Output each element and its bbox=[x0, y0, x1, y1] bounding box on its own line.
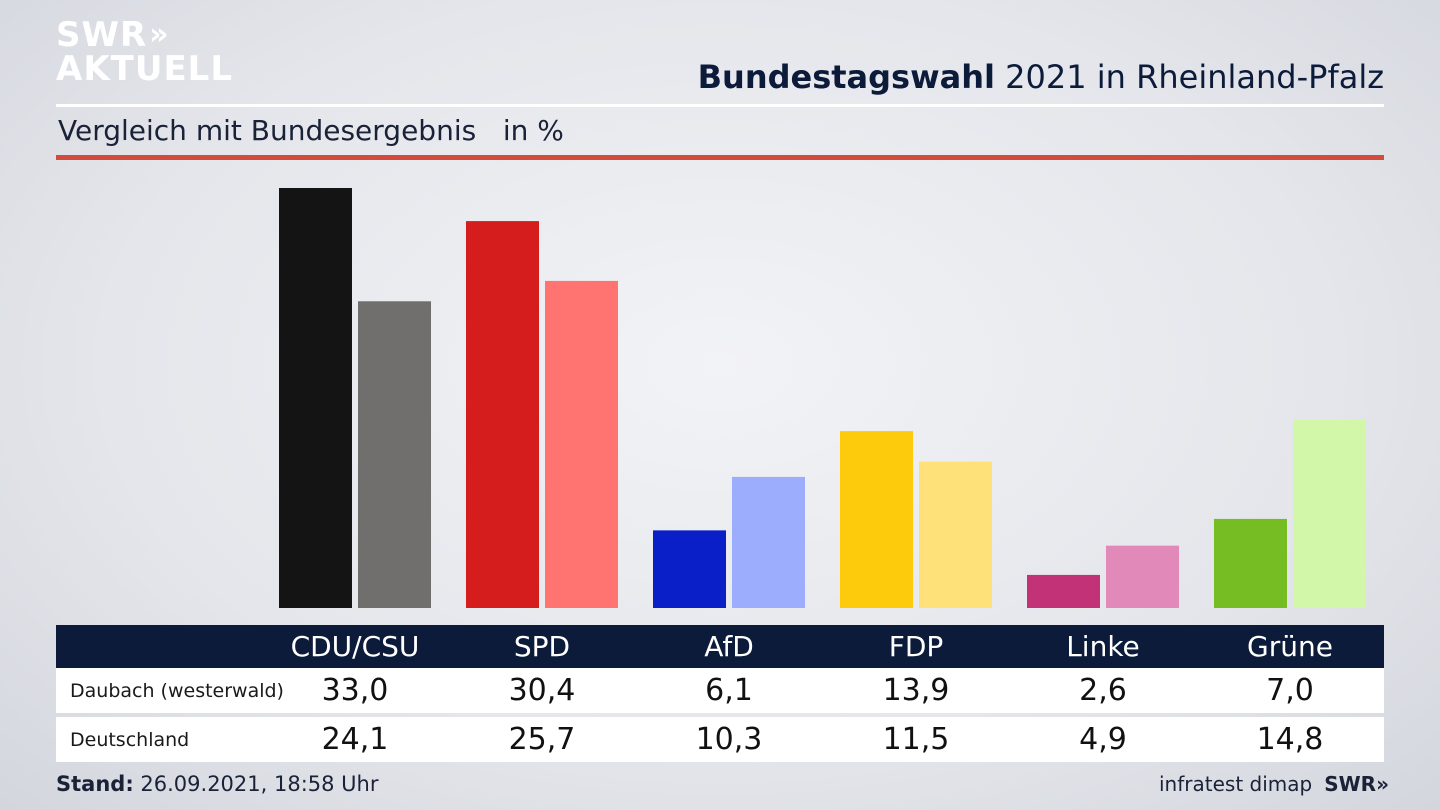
column-header-spd: SPD bbox=[513, 630, 571, 663]
logo-text-swr: SWR bbox=[56, 15, 148, 55]
column-header-linke: Linke bbox=[1066, 630, 1140, 663]
table-cell-cdu-csu: 24,1 bbox=[321, 722, 389, 757]
bar-chart bbox=[279, 188, 1366, 608]
bar-spd-daubach-westerwald bbox=[466, 221, 539, 608]
table-cell-linke: 2,6 bbox=[1079, 673, 1127, 708]
swr-small-chevron-icon: » bbox=[1376, 772, 1389, 796]
bar-linke-deutschland bbox=[1106, 545, 1179, 608]
swr-small-text: SWR bbox=[1324, 772, 1377, 796]
chart-subtitle: Vergleich mit Bundesergebnis in % bbox=[58, 114, 564, 147]
column-header-cdu-csu: CDU/CSU bbox=[290, 630, 420, 663]
stand-label: Stand: bbox=[56, 772, 134, 796]
title-divider bbox=[56, 104, 1384, 107]
source-credit: infratest dimap SWR» bbox=[1159, 772, 1389, 796]
table-cell-fdp: 13,9 bbox=[882, 673, 950, 708]
table-row: Deutschland 24,1 25,7 10,3 11,5 4,9 14,8 bbox=[56, 717, 1384, 762]
bar-cdu-csu-daubach-westerwald bbox=[279, 188, 352, 608]
bar-linke-daubach-westerwald bbox=[1027, 574, 1100, 608]
column-header-fdp: FDP bbox=[888, 630, 944, 663]
bar-afd-daubach-westerwald bbox=[653, 530, 726, 608]
table-cell-gr-ne: 7,0 bbox=[1266, 673, 1314, 708]
table-row: Daubach (westerwald) 33,0 30,4 6,1 13,9 2,6 7… bbox=[56, 668, 1384, 713]
results-table: CDU/CSU SPD AfD FDP Linke Grüne Daubach (west… bbox=[56, 625, 1384, 762]
row-label: Deutschland bbox=[70, 728, 190, 751]
table-cell-spd: 25,7 bbox=[508, 722, 576, 757]
bar-afd-deutschland bbox=[732, 476, 805, 608]
stand-value: 26.09.2021, 18:58 Uhr bbox=[133, 772, 379, 796]
page-title: Bundestagswahl 2021 in Rheinland-Pfalz bbox=[698, 58, 1384, 96]
column-header-afd: AfD bbox=[704, 630, 754, 663]
bar-fdp-daubach-westerwald bbox=[840, 431, 913, 608]
logo-text-aktuell: AKTUELL bbox=[56, 49, 234, 89]
table-header: CDU/CSU SPD AfD FDP Linke Grüne bbox=[56, 625, 1384, 668]
table-cell-gr-ne: 14,8 bbox=[1256, 722, 1324, 757]
title-rest: 2021 in Rheinland-Pfalz bbox=[995, 58, 1384, 96]
table-cell-afd: 6,1 bbox=[705, 673, 753, 708]
table-cell-cdu-csu: 33,0 bbox=[321, 673, 389, 708]
column-header-gr-ne: Grüne bbox=[1247, 630, 1333, 663]
accent-rule bbox=[56, 155, 1384, 160]
bar-cdu-csu-deutschland bbox=[358, 301, 431, 608]
bar-fdp-deutschland bbox=[919, 461, 992, 608]
table-cell-fdp: 11,5 bbox=[882, 722, 950, 757]
table-cell-afd: 10,3 bbox=[695, 722, 763, 757]
table-cell-linke: 4,9 bbox=[1079, 722, 1127, 757]
table-cell-spd: 30,4 bbox=[508, 673, 576, 708]
title-bold: Bundestagswahl bbox=[697, 58, 995, 96]
bar-spd-deutschland bbox=[545, 280, 618, 608]
swr-aktuell-logo: SWR» AKTUELL bbox=[56, 15, 234, 89]
bar-gr-ne-daubach-westerwald bbox=[1214, 518, 1287, 608]
row-label: Daubach (westerwald) bbox=[70, 679, 284, 702]
timestamp: Stand: 26.09.2021, 18:58 Uhr bbox=[56, 772, 379, 796]
swr-small-logo: SWR» bbox=[1324, 772, 1389, 796]
source-text: infratest dimap bbox=[1159, 772, 1313, 796]
bar-gr-ne-deutschland bbox=[1293, 419, 1366, 608]
